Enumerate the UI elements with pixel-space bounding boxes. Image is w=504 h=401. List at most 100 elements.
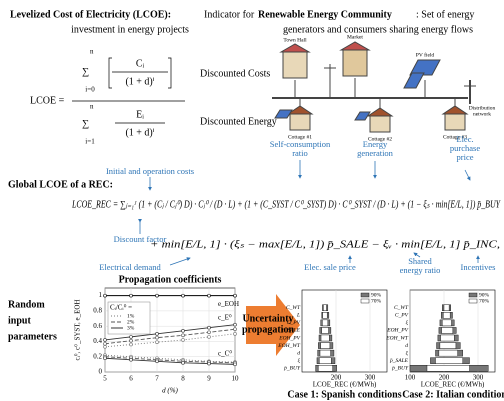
point [182,361,185,364]
param-label: L [296,313,300,319]
figure: Levelized Cost of Electricity (LCOE): Ind… [0,0,504,401]
x-tick-label: 100 [405,374,416,382]
lcoe-title-rest: Indicator for [204,9,255,20]
param-label: p̄_SALE [389,358,409,364]
box-70 [439,350,458,356]
page: { "lcoe": { "title": "Levelized Cost of … [0,0,504,401]
box-70 [321,335,329,341]
input-label: Random [8,299,45,310]
upper-line [105,334,235,347]
point [104,357,107,360]
num-sum: ∑ [82,66,89,77]
y-tick-label: 0.4 [93,337,102,345]
point [234,332,237,335]
point [182,329,185,332]
x-tick-label: 6 [129,375,133,383]
box-70 [321,343,330,349]
x-axis-label: d (%) [162,387,178,395]
y-tick-label: 1 [99,291,103,299]
box-70 [322,320,327,326]
box-70 [323,312,327,318]
point [208,335,211,338]
param-label: EOH_PV [278,335,300,341]
y-tick-label: 0.2 [93,352,102,360]
rec-illustration [272,42,476,132]
box-70 [427,365,470,371]
param-label: p̄_SALE [281,328,301,334]
point [208,294,211,297]
param-label: d [405,343,408,349]
legend-title: Cᵢ/Cᵢ⁰ = [110,304,132,312]
legend-swatch [469,299,477,303]
annotation: Incentives [461,262,496,272]
annotation: generation [357,148,394,158]
y-tick-label: 0.6 [93,322,102,330]
point [208,362,211,365]
x-tick-label: 8 [181,375,185,383]
global-title: Global LCOE of a REC: [8,179,113,190]
curve-label: c_E⁰ [218,313,232,321]
param-label: d [297,350,300,356]
param-label: C_WT [394,305,409,311]
annotation: Initial and operation costs [106,166,194,176]
box-70 [318,365,332,371]
param-label: C_PV [287,320,301,326]
point [104,345,107,348]
param-label: ξ [406,319,409,326]
annotation: Electrical demand [99,262,161,272]
point [208,326,211,329]
input-label: input [8,315,31,326]
point [104,294,107,297]
node-label: Market [347,34,363,40]
point [182,338,185,341]
point [104,342,107,345]
node-label: Town Hall [283,37,307,43]
den-upper: n [90,103,94,111]
param-label: EOH_WT [277,343,301,349]
box-70 [319,358,331,364]
lcoe-title-line2: investment in energy projects [71,24,189,35]
param-label: C_WT [286,305,301,311]
num-lower: i=0 [85,86,95,94]
den-bottom: (1 + d)ⁱ [125,127,154,138]
node-label: network [473,111,491,117]
legend-label: 70% [479,298,490,304]
point [156,341,159,344]
point [156,360,159,363]
num-label: Discounted Costs [200,68,270,79]
point [234,323,237,326]
x-tick-label: 9 [207,375,211,383]
point [156,332,159,335]
box-70 [323,305,326,311]
point [130,358,133,361]
annotation: energy ratio [400,265,441,275]
y-tick-label: 0 [99,368,103,376]
den-sum: ∑ [82,118,89,129]
node-label: PV field [416,51,435,58]
point [104,338,107,341]
point [208,331,211,334]
point [234,363,237,366]
num-bottom: (1 + d)ⁱ [125,76,154,87]
caption: Case 1: Spanish conditions [287,389,401,400]
annotation: Discount factor [114,234,167,244]
rec-title-line2: generators and consumers sharing energy … [283,24,473,35]
param-label: p̄_BUY [283,365,301,371]
param-label: EOH_WT [385,335,409,341]
curve-label: e_EOH [218,300,239,308]
input-label: parameters [8,331,57,342]
rec-title-rest: : Set of energy [416,9,474,20]
lcoe-title: Levelized Cost of Electricity (LCOE): [10,9,171,20]
chart-title: Propagation coefficients [119,274,222,285]
point [234,294,237,297]
param-label: EOH_PV [386,328,408,334]
lower-line [105,358,235,364]
box-70 [442,320,451,326]
param-label: ξ [298,357,301,364]
param-label: p̄_BUY [391,365,409,371]
formula-line1: LCOE_REC = ∑ⱼ₌₁ᴶ (1 + (Cⱼ / Cⱼ⁰) D) · Cⱼ… [71,199,501,210]
param-label: ξ [406,349,409,356]
y-axis-label: cᵢ⁰, c⁰_SYST, e_EOH [74,299,82,360]
box-70 [441,335,455,341]
formula-line2: + min[E/L, 1] · (ξₛ − max[E/L, 1]) p̄_SA… [150,239,500,250]
